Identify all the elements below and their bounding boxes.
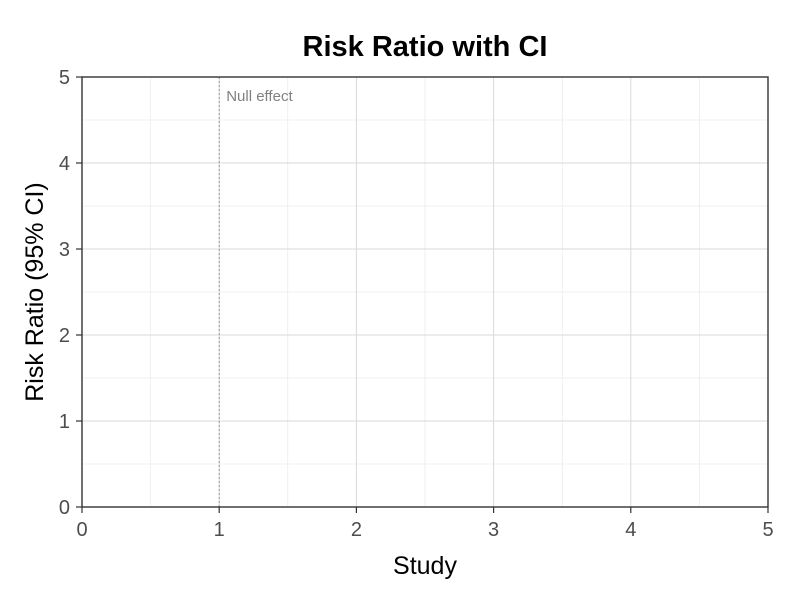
x-tick-label: 3 bbox=[488, 519, 499, 541]
x-tick-label: 5 bbox=[762, 519, 773, 541]
x-tick-label: 2 bbox=[351, 519, 362, 541]
x-axis-label: Study bbox=[393, 552, 457, 580]
reference-line-group: Null effect bbox=[218, 77, 293, 507]
reference-line-label: Null effect bbox=[226, 88, 293, 105]
x-tick-label: 1 bbox=[214, 519, 225, 541]
panel-border bbox=[81, 76, 769, 508]
x-tick-label: 4 bbox=[625, 519, 636, 541]
y-tick-label: 0 bbox=[59, 497, 70, 519]
y-tick-label: 1 bbox=[59, 411, 70, 433]
x-tick-label: 0 bbox=[76, 519, 87, 541]
y-tick-label: 2 bbox=[59, 325, 70, 347]
y-tick-label: 4 bbox=[59, 153, 70, 175]
axes: 0 1 2 3 4 5 0 1 2 3 4 5 bbox=[59, 67, 774, 541]
y-tick-label: 5 bbox=[59, 67, 70, 89]
y-tick-label: 3 bbox=[59, 239, 70, 261]
y-axis-label: Risk Ratio (95% CI) bbox=[21, 182, 49, 402]
chart-title: Risk Ratio with CI bbox=[303, 31, 548, 63]
grid-lines bbox=[81, 76, 769, 508]
